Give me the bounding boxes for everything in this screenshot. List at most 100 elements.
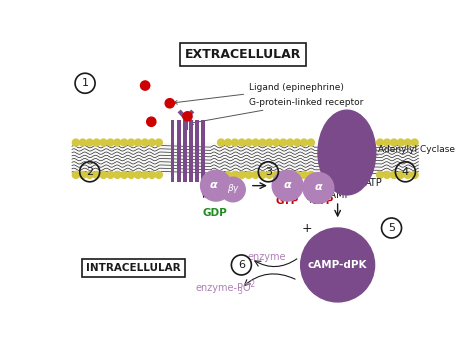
- Circle shape: [148, 171, 155, 178]
- Bar: [201, 120, 205, 182]
- Circle shape: [411, 171, 418, 178]
- Circle shape: [218, 171, 225, 178]
- Text: βγ: βγ: [228, 184, 238, 193]
- Text: cAMP: cAMP: [324, 190, 351, 200]
- Circle shape: [114, 139, 121, 146]
- Circle shape: [86, 171, 93, 178]
- Text: α: α: [284, 180, 292, 190]
- Circle shape: [377, 139, 383, 146]
- Text: Adenylyl Cyclase: Adenylyl Cyclase: [378, 145, 455, 154]
- Circle shape: [238, 139, 245, 146]
- Circle shape: [301, 139, 308, 146]
- Text: 1: 1: [82, 78, 89, 88]
- Text: GTP: GTP: [310, 196, 334, 206]
- Bar: [183, 120, 187, 182]
- Circle shape: [165, 99, 174, 108]
- Circle shape: [201, 170, 231, 201]
- Circle shape: [231, 139, 238, 146]
- Bar: [171, 120, 174, 182]
- Circle shape: [266, 171, 273, 178]
- Circle shape: [225, 171, 231, 178]
- Circle shape: [377, 171, 383, 178]
- Circle shape: [266, 139, 273, 146]
- Text: 3: 3: [265, 167, 272, 177]
- Circle shape: [79, 171, 86, 178]
- Circle shape: [303, 172, 334, 203]
- Circle shape: [93, 139, 100, 146]
- Ellipse shape: [318, 110, 376, 195]
- Circle shape: [404, 171, 411, 178]
- Circle shape: [287, 139, 293, 146]
- Text: α: α: [315, 182, 322, 192]
- Circle shape: [272, 170, 303, 201]
- Circle shape: [142, 171, 148, 178]
- Circle shape: [273, 171, 280, 178]
- Circle shape: [73, 139, 79, 146]
- Circle shape: [231, 171, 238, 178]
- Circle shape: [238, 171, 245, 178]
- Circle shape: [146, 117, 156, 126]
- Bar: [177, 120, 181, 182]
- Text: GTP: GTP: [203, 190, 226, 200]
- Circle shape: [86, 139, 93, 146]
- Text: EXTRACELLULAR: EXTRACELLULAR: [185, 48, 301, 61]
- Circle shape: [280, 171, 287, 178]
- Text: +: +: [306, 194, 315, 204]
- Text: 2: 2: [86, 167, 93, 177]
- Circle shape: [252, 139, 259, 146]
- Circle shape: [411, 139, 418, 146]
- Circle shape: [114, 171, 121, 178]
- Circle shape: [280, 139, 287, 146]
- Text: 3: 3: [237, 287, 242, 296]
- Text: +: +: [301, 221, 312, 234]
- Circle shape: [155, 139, 162, 146]
- Circle shape: [121, 139, 128, 146]
- Circle shape: [225, 139, 231, 146]
- Text: GTP: GTP: [276, 196, 299, 206]
- Circle shape: [383, 139, 391, 146]
- Circle shape: [100, 139, 107, 146]
- Circle shape: [100, 171, 107, 178]
- Text: enzyme: enzyme: [247, 252, 286, 262]
- Text: INTRACELLULAR: INTRACELLULAR: [86, 263, 181, 273]
- Bar: [189, 120, 193, 182]
- Circle shape: [301, 228, 374, 302]
- Circle shape: [301, 171, 308, 178]
- Circle shape: [79, 139, 86, 146]
- Circle shape: [293, 139, 301, 146]
- Circle shape: [107, 171, 114, 178]
- Circle shape: [135, 171, 142, 178]
- Circle shape: [273, 139, 280, 146]
- Text: enzyme-PO: enzyme-PO: [195, 283, 251, 293]
- Circle shape: [308, 171, 314, 178]
- Circle shape: [155, 171, 162, 178]
- Circle shape: [259, 139, 266, 146]
- Circle shape: [135, 139, 142, 146]
- Circle shape: [391, 139, 397, 146]
- Circle shape: [128, 139, 135, 146]
- Circle shape: [93, 171, 100, 178]
- Text: 4: 4: [402, 167, 409, 177]
- Circle shape: [142, 139, 148, 146]
- Text: ATP: ATP: [365, 178, 383, 188]
- Circle shape: [383, 171, 391, 178]
- Circle shape: [404, 139, 411, 146]
- Circle shape: [293, 171, 301, 178]
- Circle shape: [220, 177, 245, 202]
- Circle shape: [397, 139, 404, 146]
- Circle shape: [245, 139, 252, 146]
- Circle shape: [391, 171, 397, 178]
- Text: −2: −2: [244, 280, 255, 289]
- Text: Ligand (epinephrine): Ligand (epinephrine): [173, 84, 344, 104]
- Circle shape: [245, 171, 252, 178]
- Circle shape: [107, 139, 114, 146]
- Circle shape: [148, 139, 155, 146]
- Circle shape: [308, 139, 314, 146]
- Circle shape: [287, 171, 293, 178]
- Text: 6: 6: [238, 260, 245, 270]
- Text: 5: 5: [388, 223, 395, 233]
- Circle shape: [183, 112, 192, 121]
- Circle shape: [252, 171, 259, 178]
- Circle shape: [73, 171, 79, 178]
- Circle shape: [140, 81, 150, 90]
